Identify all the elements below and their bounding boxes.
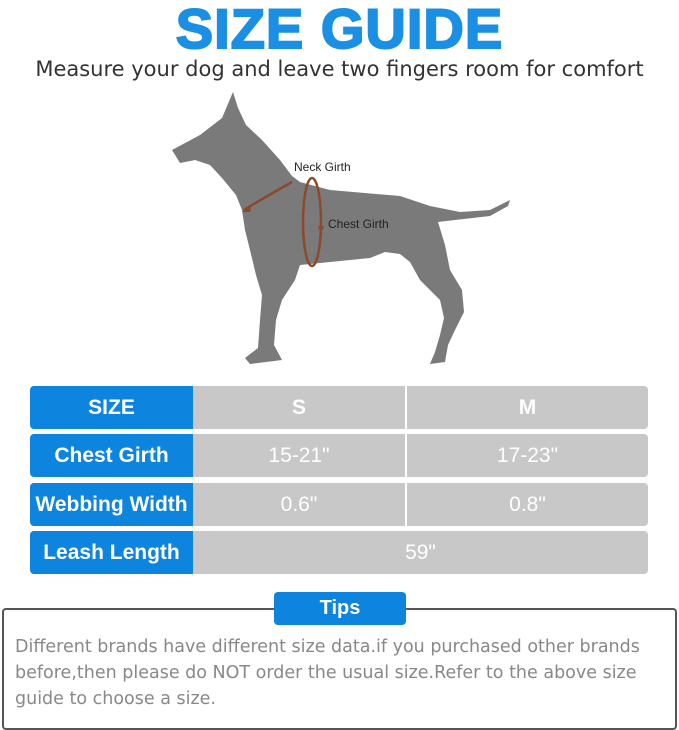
chest-girth-label: Chest Girth	[328, 217, 389, 231]
cell-m: 0.8"	[407, 483, 648, 526]
chest-girth-line	[301, 176, 323, 268]
dog-silhouette	[172, 92, 510, 364]
cell-s: 0.6"	[193, 483, 405, 526]
cell-leash: 59"	[193, 531, 648, 574]
table-row: Webbing Width 0.6" 0.8"	[30, 483, 648, 526]
size-m-header: M	[407, 386, 648, 429]
cell-s: 15-21"	[193, 434, 405, 477]
size-s-header: S	[193, 386, 405, 429]
cell-m: 17-23"	[407, 434, 648, 477]
dog-measurement-diagram: Neck Girth Chest Girth	[172, 92, 510, 364]
arrow-icon	[242, 204, 252, 212]
subtitle: Measure your dog and leave two fingers r…	[35, 57, 644, 81]
tips-label: Tips	[274, 592, 406, 625]
table-row: Chest Girth 15-21" 17-23"	[30, 434, 648, 477]
size-header: SIZE	[30, 386, 193, 429]
table-row: Leash Length 59"	[30, 531, 648, 574]
row-label: Webbing Width	[30, 483, 193, 526]
row-label: Chest Girth	[30, 434, 193, 477]
tips-text: Different brands have different size dat…	[15, 637, 640, 709]
neck-girth-label: Neck Girth	[294, 160, 351, 174]
table-header-row: SIZE S M	[30, 386, 648, 429]
row-label: Leash Length	[30, 531, 193, 574]
arrow-icon	[318, 226, 324, 234]
page-title: SIZE GUIDE	[175, 0, 504, 61]
